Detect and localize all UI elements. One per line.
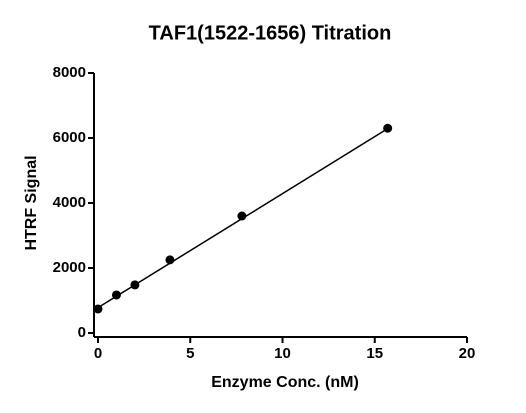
y-tick-label: 0 xyxy=(78,324,86,341)
data-point xyxy=(383,123,393,133)
x-tick-label: 20 xyxy=(459,345,476,362)
data-point xyxy=(237,211,247,221)
data-point xyxy=(111,290,121,300)
data-point xyxy=(93,304,103,314)
data-point xyxy=(130,280,140,290)
y-tick-label: 6000 xyxy=(53,129,86,146)
chart-title: TAF1(1522-1656) Titration xyxy=(149,22,392,44)
x-tick-label: 0 xyxy=(94,345,102,362)
y-axis-title: HTRF Signal xyxy=(23,155,40,250)
data-point xyxy=(165,255,175,265)
x-tick-label: 15 xyxy=(366,345,383,362)
x-tick-label: 5 xyxy=(186,345,194,362)
y-tick-label: 8000 xyxy=(53,64,86,81)
x-axis-title: Enzyme Conc. (nM) xyxy=(211,374,359,391)
y-tick-label: 4000 xyxy=(53,194,86,211)
x-tick-label: 10 xyxy=(274,345,291,362)
y-tick-label: 2000 xyxy=(53,259,86,276)
